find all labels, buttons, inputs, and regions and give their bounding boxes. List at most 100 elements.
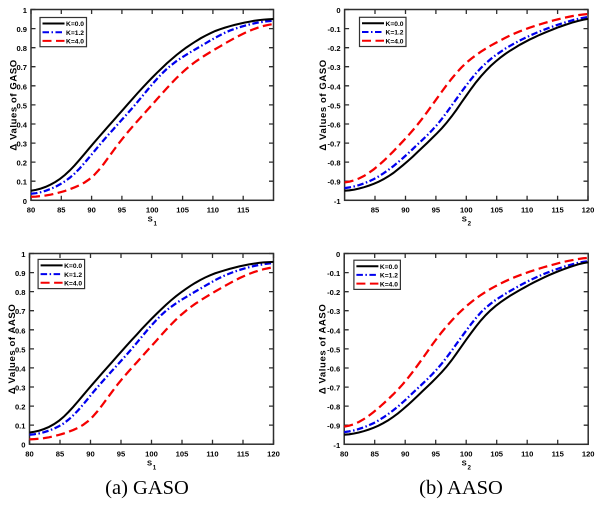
svg-text:S: S [462, 215, 467, 224]
svg-text:(a) GASO: (a) GASO [105, 477, 189, 499]
svg-text:K=0.0: K=0.0 [386, 21, 404, 28]
svg-text:115: 115 [237, 449, 250, 458]
svg-text:1: 1 [153, 464, 157, 471]
svg-text:115: 115 [551, 206, 564, 215]
svg-text:-0.7: -0.7 [327, 384, 340, 393]
svg-text:0: 0 [336, 250, 340, 259]
svg-text:-0.5: -0.5 [327, 345, 341, 354]
svg-text:0.3: 0.3 [16, 140, 27, 149]
svg-text:80: 80 [25, 449, 33, 458]
svg-text:Δ Values of GASO: Δ Values of GASO [9, 59, 20, 150]
svg-text:90: 90 [401, 450, 409, 459]
svg-text:-0.3: -0.3 [327, 307, 340, 316]
svg-text:95: 95 [431, 450, 440, 459]
svg-text:110: 110 [521, 450, 533, 459]
svg-text:0.9: 0.9 [15, 269, 26, 278]
svg-text:Δ Values of AASO: Δ Values of AASO [7, 304, 18, 395]
svg-text:2: 2 [468, 221, 472, 228]
svg-text:(b) AASO: (b) AASO [419, 477, 503, 499]
svg-text:0.2: 0.2 [15, 403, 26, 412]
svg-text:K=4.0: K=4.0 [380, 281, 398, 288]
svg-text:1: 1 [153, 221, 157, 228]
svg-text:0.5: 0.5 [16, 101, 27, 110]
svg-text:85: 85 [370, 450, 379, 459]
svg-text:85: 85 [371, 206, 380, 215]
svg-text:-0.4: -0.4 [328, 82, 342, 91]
svg-text:K=0.0: K=0.0 [64, 263, 82, 270]
svg-text:-0.6: -0.6 [327, 365, 340, 374]
svg-text:0.1: 0.1 [16, 178, 27, 187]
svg-text:K=1.2: K=1.2 [66, 30, 84, 37]
svg-text:100: 100 [460, 206, 473, 215]
svg-text:K=4.0: K=4.0 [66, 39, 84, 46]
svg-text:S: S [462, 459, 467, 468]
svg-text:0.4: 0.4 [15, 364, 26, 373]
svg-text:1: 1 [21, 250, 26, 259]
svg-text:K=1.2: K=1.2 [386, 30, 404, 37]
svg-text:0.5: 0.5 [15, 345, 26, 354]
svg-text:1: 1 [23, 6, 28, 15]
svg-text:0.1: 0.1 [15, 422, 26, 431]
svg-text:-0.4: -0.4 [327, 326, 341, 335]
svg-text:K=1.2: K=1.2 [64, 272, 82, 279]
svg-text:95: 95 [118, 206, 127, 215]
svg-text:K=0.0: K=0.0 [380, 264, 398, 271]
svg-text:105: 105 [490, 206, 503, 215]
svg-text:-0.9: -0.9 [328, 178, 341, 187]
svg-text:85: 85 [56, 449, 65, 458]
svg-text:0.3: 0.3 [15, 384, 26, 393]
svg-text:K=0.0: K=0.0 [66, 21, 84, 28]
svg-text:0.4: 0.4 [16, 121, 27, 130]
svg-text:0.7: 0.7 [16, 63, 27, 72]
svg-text:-0.3: -0.3 [328, 63, 341, 72]
svg-text:0: 0 [23, 197, 27, 206]
svg-text:110: 110 [521, 206, 533, 215]
svg-text:-1: -1 [334, 197, 342, 206]
svg-text:-0.9: -0.9 [327, 422, 340, 431]
svg-text:0.7: 0.7 [15, 307, 26, 316]
svg-text:110: 110 [207, 206, 219, 215]
svg-text:95: 95 [117, 449, 126, 458]
svg-text:80: 80 [27, 206, 35, 215]
svg-text:0.6: 0.6 [15, 326, 26, 335]
svg-text:0.2: 0.2 [16, 159, 27, 168]
svg-text:0.8: 0.8 [16, 44, 27, 53]
svg-text:-0.1: -0.1 [327, 269, 341, 278]
svg-text:-0.8: -0.8 [327, 403, 340, 412]
svg-text:K=4.0: K=4.0 [386, 38, 404, 45]
svg-text:S: S [148, 215, 153, 224]
svg-text:-0.2: -0.2 [328, 44, 341, 53]
svg-text:0.6: 0.6 [16, 82, 27, 91]
svg-text:0.9: 0.9 [16, 25, 27, 34]
svg-text:0: 0 [21, 441, 25, 450]
svg-text:-0.5: -0.5 [328, 101, 342, 110]
svg-text:S: S [147, 459, 152, 468]
svg-text:K=4.0: K=4.0 [64, 281, 82, 288]
svg-text:80: 80 [340, 450, 348, 459]
svg-text:115: 115 [552, 450, 565, 459]
svg-text:-0.2: -0.2 [327, 288, 340, 297]
svg-text:0: 0 [336, 6, 340, 15]
svg-text:2: 2 [467, 465, 471, 472]
svg-text:100: 100 [145, 449, 158, 458]
svg-text:Δ Values of GASO: Δ Values of GASO [318, 59, 329, 150]
svg-text:85: 85 [57, 206, 66, 215]
svg-text:105: 105 [176, 449, 189, 458]
svg-text:-1: -1 [333, 441, 341, 450]
svg-text:95: 95 [432, 206, 441, 215]
svg-text:-0.8: -0.8 [328, 159, 341, 168]
svg-text:90: 90 [401, 206, 409, 215]
svg-text:115: 115 [237, 206, 250, 215]
svg-text:100: 100 [460, 450, 473, 459]
svg-text:90: 90 [87, 206, 95, 215]
svg-text:100: 100 [146, 206, 159, 215]
svg-text:Δ Values of AASO: Δ Values of AASO [318, 304, 329, 395]
svg-text:105: 105 [490, 450, 503, 459]
svg-text:105: 105 [176, 206, 189, 215]
svg-text:-0.6: -0.6 [328, 121, 341, 130]
svg-text:120: 120 [582, 206, 595, 215]
svg-text:90: 90 [86, 449, 94, 458]
svg-text:110: 110 [206, 449, 218, 458]
svg-text:-0.1: -0.1 [328, 25, 342, 34]
svg-text:-0.7: -0.7 [328, 140, 341, 149]
